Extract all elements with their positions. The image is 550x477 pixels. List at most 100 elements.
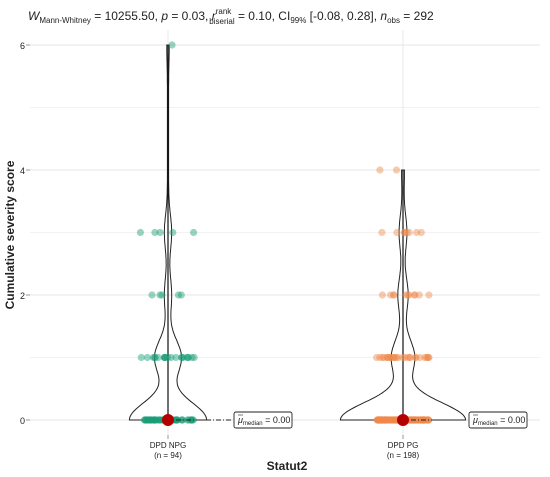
data-point [177, 416, 186, 424]
data-point [400, 228, 409, 237]
data-point [411, 291, 419, 299]
data-point [382, 416, 390, 424]
data-point [383, 416, 391, 424]
median-mu: μ [472, 415, 478, 425]
data-point [417, 228, 425, 237]
data-point [373, 416, 381, 424]
data-point [146, 416, 154, 424]
data-point [400, 228, 409, 237]
data-point [412, 353, 420, 362]
data-point [375, 416, 383, 424]
data-point [380, 416, 388, 424]
data-point [391, 353, 399, 362]
data-point [178, 353, 186, 362]
data-point [424, 353, 432, 362]
data-point [391, 416, 399, 424]
data-point [376, 416, 384, 424]
data-point [392, 166, 401, 174]
data-point [378, 416, 386, 424]
data-point [389, 416, 397, 424]
data-point [386, 416, 394, 424]
x-axis: DPD NPG(n = 94) DPD PG(n = 198) [150, 435, 419, 460]
data-point [389, 353, 397, 362]
data-point [390, 291, 398, 299]
chart-subtitle: WMann-Whitney = 10255.50, p = 0.03, rran… [28, 7, 434, 26]
y-tick-label: 0 [20, 416, 25, 426]
subtitle-ci-sub: 99% [290, 16, 306, 25]
data-point [142, 416, 150, 424]
data-point [374, 416, 383, 424]
data-point [158, 291, 166, 299]
data-point [188, 416, 196, 424]
data-point [161, 353, 169, 362]
data-point [416, 353, 424, 362]
data-point [379, 416, 388, 424]
data-point [414, 416, 422, 424]
data-point [184, 353, 192, 362]
data-point [374, 416, 382, 424]
data-point [425, 353, 433, 362]
data-point [150, 416, 158, 424]
data-point [377, 416, 385, 424]
data-point [376, 166, 384, 174]
data-point [164, 353, 172, 362]
data-point [147, 416, 155, 424]
data-point [422, 353, 431, 362]
data-point [381, 416, 390, 424]
data-point [172, 416, 180, 424]
data-point [423, 416, 431, 424]
data-point [376, 416, 384, 424]
data-point [382, 416, 390, 424]
median-value: = 0.00 [498, 415, 526, 425]
data-point [405, 291, 413, 299]
x-tick-label: DPD NPG [150, 441, 186, 450]
median-label: μmedian = 0.00 [237, 415, 290, 427]
y-tick-label: 4 [20, 166, 25, 176]
data-point [168, 41, 176, 49]
subtitle-ci-val: [-0.08, 0.28], [306, 9, 380, 23]
data-point [390, 291, 398, 299]
data-point [375, 416, 383, 424]
data-point [406, 353, 414, 362]
data-point [153, 416, 161, 424]
data-point [156, 228, 164, 237]
data-point [142, 416, 150, 424]
subtitle-p-val: = 0.03, [168, 9, 212, 23]
data-point [376, 416, 384, 424]
subtitle-n: n [380, 9, 387, 23]
subtitle-r-val: = 0.10, CI [235, 9, 291, 23]
data-point [161, 353, 169, 362]
data-point [383, 416, 391, 424]
data-point [383, 353, 391, 362]
data-point [155, 416, 163, 424]
data-point [387, 416, 396, 424]
median-value: = 0.00 [263, 415, 291, 425]
data-point [389, 416, 397, 424]
data-point [383, 416, 391, 424]
data-point [172, 353, 180, 362]
y-axis: 0 2 4 6 [20, 41, 30, 426]
median-mu: μ [237, 415, 243, 425]
data-point [412, 416, 420, 424]
data-point [154, 353, 162, 362]
data-point [137, 353, 145, 362]
data-point [148, 416, 156, 424]
data-point [150, 416, 158, 424]
data-point [160, 353, 169, 362]
data-point [178, 353, 186, 362]
subtitle-w: W [28, 9, 41, 23]
data-point [143, 416, 151, 424]
y-tick-label: 2 [20, 291, 25, 301]
data-point [378, 353, 387, 362]
data-point [150, 416, 158, 424]
subtitle-w-val: = 10255.50, [91, 9, 161, 23]
data-point [379, 416, 387, 424]
data-point [380, 353, 388, 362]
median-sub: median [243, 421, 263, 427]
data-point [156, 416, 164, 424]
data-point [188, 353, 196, 362]
data-point [385, 416, 393, 424]
data-point [415, 291, 423, 299]
subtitle-r-sup: rank [216, 7, 233, 16]
